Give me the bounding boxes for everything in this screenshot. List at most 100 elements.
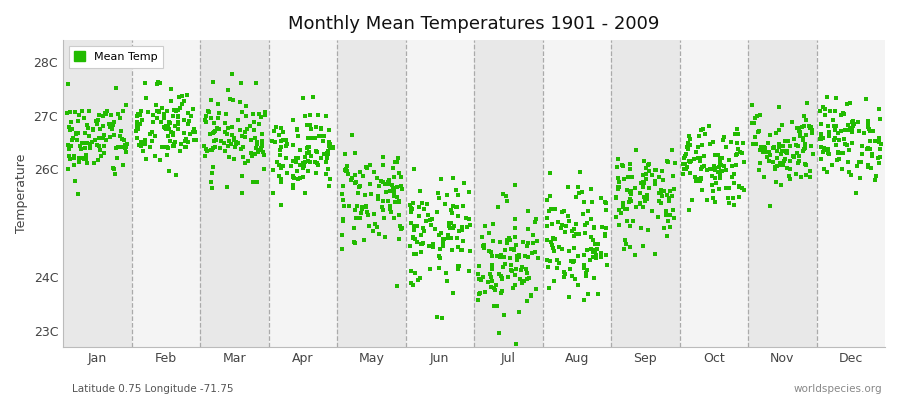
- Point: [544, 239, 558, 246]
- Point: [153, 157, 167, 163]
- Point: [820, 169, 834, 176]
- Point: [161, 124, 176, 130]
- Point: [409, 270, 423, 276]
- Point: [311, 132, 326, 139]
- Point: [136, 148, 150, 154]
- Point: [661, 192, 675, 198]
- Point: [854, 143, 868, 149]
- Point: [589, 241, 603, 248]
- Point: [141, 109, 156, 115]
- Point: [548, 206, 562, 212]
- Point: [317, 151, 331, 158]
- Point: [543, 258, 557, 264]
- Point: [149, 114, 164, 121]
- Point: [335, 232, 349, 238]
- Point: [508, 216, 522, 222]
- Point: [665, 173, 680, 180]
- Point: [60, 142, 75, 148]
- Point: [778, 138, 792, 144]
- Point: [321, 166, 336, 173]
- Point: [806, 151, 820, 158]
- Point: [651, 214, 665, 220]
- Point: [419, 201, 434, 208]
- Point: [550, 257, 564, 264]
- Point: [227, 134, 241, 141]
- Point: [437, 201, 452, 207]
- Point: [851, 118, 866, 125]
- Point: [590, 241, 605, 248]
- Point: [162, 126, 176, 132]
- Point: [586, 247, 600, 254]
- Point: [487, 284, 501, 291]
- Point: [158, 144, 173, 150]
- Point: [796, 124, 810, 130]
- Point: [176, 101, 190, 107]
- Point: [730, 151, 744, 158]
- Point: [230, 117, 245, 124]
- Point: [112, 115, 127, 122]
- Point: [509, 266, 524, 272]
- Point: [609, 194, 624, 200]
- Point: [183, 130, 197, 137]
- Point: [841, 101, 855, 107]
- Point: [610, 186, 625, 192]
- Point: [444, 220, 458, 226]
- Point: [407, 227, 421, 233]
- Point: [61, 80, 76, 87]
- Point: [458, 215, 473, 222]
- Point: [347, 172, 362, 178]
- Point: [275, 137, 290, 144]
- Point: [92, 112, 106, 118]
- Point: [409, 236, 423, 242]
- Point: [626, 218, 640, 225]
- Point: [107, 132, 122, 138]
- Point: [776, 162, 790, 169]
- Point: [577, 297, 591, 303]
- Point: [868, 177, 883, 183]
- Point: [502, 234, 517, 241]
- Point: [106, 164, 121, 171]
- Point: [181, 121, 195, 127]
- Point: [752, 160, 767, 167]
- Point: [451, 192, 465, 198]
- Point: [162, 168, 176, 174]
- Point: [498, 261, 512, 267]
- Point: [204, 147, 219, 153]
- Point: [821, 150, 835, 156]
- Point: [526, 239, 540, 246]
- Point: [185, 129, 200, 136]
- Point: [633, 201, 647, 207]
- Point: [851, 159, 866, 165]
- Point: [482, 271, 497, 277]
- Point: [803, 168, 817, 175]
- Point: [301, 158, 315, 164]
- Point: [712, 164, 726, 170]
- Point: [788, 142, 803, 148]
- Point: [761, 158, 776, 164]
- Point: [239, 126, 254, 132]
- Point: [554, 225, 568, 232]
- Point: [657, 224, 671, 231]
- Point: [171, 106, 185, 113]
- Point: [707, 152, 722, 158]
- Point: [611, 206, 625, 213]
- Point: [557, 274, 572, 280]
- Point: [336, 196, 350, 203]
- Point: [725, 163, 740, 169]
- Point: [82, 108, 96, 114]
- Point: [360, 209, 374, 215]
- Point: [177, 138, 192, 144]
- Point: [628, 185, 643, 191]
- Point: [285, 142, 300, 148]
- Point: [680, 140, 695, 147]
- Point: [529, 238, 544, 245]
- Point: [641, 227, 655, 234]
- Point: [654, 190, 669, 196]
- Point: [63, 108, 77, 115]
- Point: [274, 165, 288, 171]
- Point: [814, 144, 828, 150]
- Point: [134, 142, 148, 149]
- Point: [296, 164, 310, 171]
- Point: [160, 145, 175, 152]
- Point: [284, 163, 299, 170]
